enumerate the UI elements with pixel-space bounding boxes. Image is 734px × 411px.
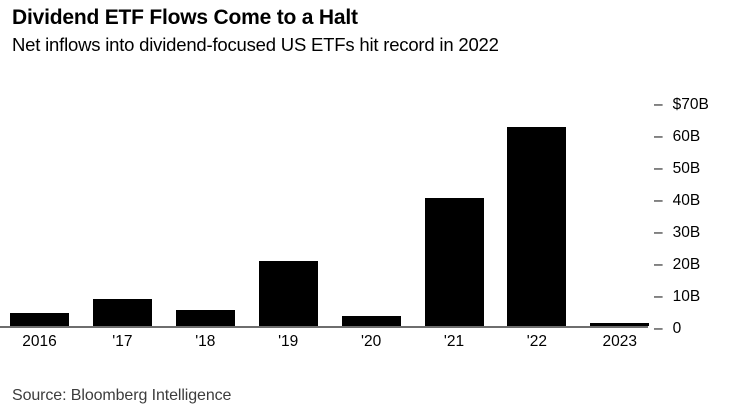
- x-tick-label: '19: [278, 333, 299, 350]
- y-tick: –40B: [654, 193, 700, 209]
- plot-area: [0, 96, 650, 328]
- y-tick: –0: [654, 320, 681, 336]
- x-tick-label: '18: [195, 333, 216, 350]
- y-tick-mark: –: [654, 223, 663, 241]
- y-tick-label: 40B: [672, 191, 701, 209]
- y-tick-mark: –: [654, 127, 663, 145]
- y-tick: –20B: [654, 256, 700, 272]
- y-tick: –30B: [654, 224, 700, 240]
- y-tick-label: 0: [672, 319, 682, 337]
- y-tick-mark: –: [654, 255, 663, 273]
- bar-22: [507, 127, 567, 326]
- y-tick: –10B: [654, 288, 700, 304]
- y-tick-label: 50B: [672, 159, 701, 177]
- y-tick-mark: –: [654, 95, 663, 113]
- x-tick-label: 2016: [22, 333, 57, 350]
- y-tick-mark: –: [654, 319, 663, 337]
- y-tick-mark: –: [654, 159, 663, 177]
- y-tick-mark: –: [654, 191, 663, 209]
- y-tick: – $70B: [654, 97, 709, 113]
- y-axis: –0–10B –20B –30B –40B –50B –60B – $70B: [648, 96, 734, 336]
- x-tick-label: '17: [112, 333, 133, 350]
- source-note: Source: Bloomberg Intelligence: [12, 387, 232, 404]
- chart-subtitle: Net inflows into dividend-focused US ETF…: [12, 34, 499, 55]
- bar-18: [175, 310, 235, 326]
- x-tick-label: 2023: [602, 333, 638, 350]
- y-tick-label: 60B: [672, 127, 701, 145]
- x-tick-label: '21: [443, 333, 465, 350]
- x-axis: 2016 '17 '18 '19 '20 '21 '22 2023: [0, 334, 648, 354]
- x-tick-label: '20: [360, 333, 382, 350]
- bar-21: [424, 197, 484, 326]
- y-tick-mark: –: [654, 287, 663, 305]
- x-tick-label: '22: [526, 333, 547, 350]
- y-tick-label: 30B: [672, 223, 701, 241]
- y-tick-label: 10B: [672, 287, 701, 305]
- bar-19: [258, 260, 318, 326]
- y-tick-label: $70B: [672, 95, 709, 113]
- bar-2023: [590, 323, 650, 326]
- bar-20: [341, 316, 401, 326]
- chart-title: Dividend ETF Flows Come to a Halt: [12, 6, 358, 29]
- bar-17: [92, 299, 152, 326]
- bar-2016: [10, 313, 69, 326]
- y-tick-label: 20B: [672, 255, 701, 273]
- y-tick: –60B: [654, 129, 700, 145]
- y-tick: –50B: [654, 161, 700, 177]
